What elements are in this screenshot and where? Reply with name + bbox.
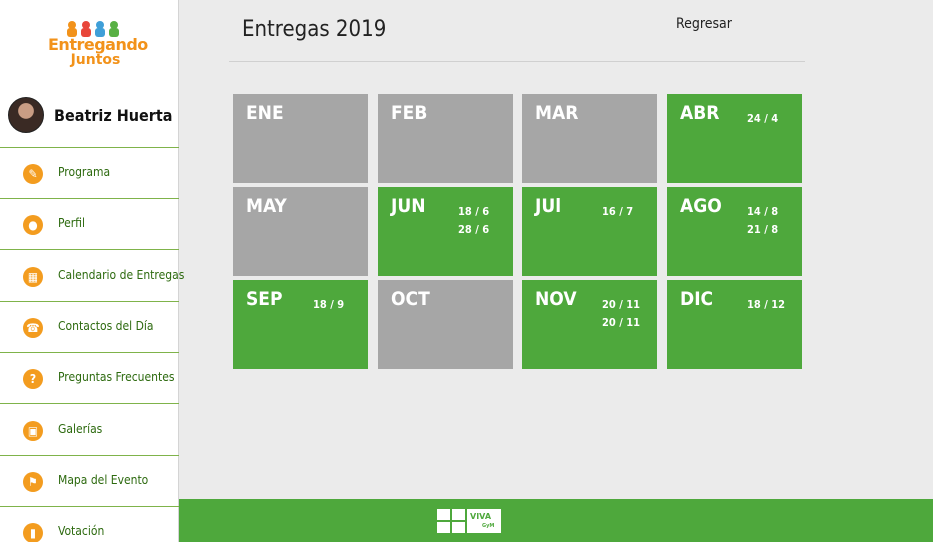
sidebar-item-contactos-del-dia[interactable]: ☎ Contactos del Día (0, 302, 179, 353)
image-icon: ▣ (23, 420, 43, 441)
month-tile-sep[interactable]: SEP 18 / 9 (233, 280, 368, 369)
delivery-date: 18 / 6 (458, 205, 490, 218)
calendar-icon: ▦ (23, 266, 43, 287)
user-icon: ● (23, 215, 43, 236)
month-name: ABR (680, 102, 720, 124)
sidebar-item-programa[interactable]: ✎ Programa (0, 148, 179, 199)
month-tile-abr[interactable]: ABR 24 / 4 (667, 94, 802, 183)
month-tile-jun[interactable]: JUN 18 / 6 28 / 6 (378, 187, 513, 276)
month-tile-oct: OCT (378, 280, 513, 369)
month-name: SEP (246, 288, 283, 310)
month-tile-mar: MAR (522, 94, 657, 183)
month-name: NOV (535, 288, 577, 310)
month-name: DIC (680, 288, 714, 310)
delivery-date: 14 / 8 (747, 205, 779, 218)
sidebar-item-label: Mapa del Evento (58, 472, 149, 487)
sidebar-item-label: Galerías (58, 421, 103, 436)
page-title: Entregas 2019 (242, 17, 387, 42)
month-name: MAR (535, 102, 579, 124)
map-icon: ⚑ (23, 471, 43, 492)
app-logo[interactable]: Entregando Juntos (48, 20, 148, 74)
month-name: AGO (680, 195, 722, 217)
edit-icon: ✎ (23, 164, 43, 184)
month-tile-jul[interactable]: JUl 16 / 7 (522, 187, 657, 276)
month-name: JUN (391, 195, 426, 217)
month-name: JUl (535, 195, 562, 217)
month-tile-dic[interactable]: DIC 18 / 12 (667, 280, 802, 369)
month-tile-ago[interactable]: AGO 14 / 8 21 / 8 (667, 187, 802, 276)
user-profile[interactable]: Beatriz Huerta (0, 92, 179, 148)
month-name: MAY (246, 195, 287, 217)
delivery-date: 21 / 8 (747, 223, 779, 236)
user-name: Beatriz Huerta (54, 106, 173, 125)
sidebar-item-label: Programa (58, 165, 111, 179)
sidebar-item-votacion[interactable]: ▮ Votación (0, 507, 179, 542)
sidebar-item-calendario-de-entregas[interactable]: ▦ Calendario de Entregas (0, 251, 184, 302)
delivery-date: 18 / 12 (747, 298, 786, 311)
avatar[interactable] (8, 97, 44, 133)
month-tile-feb: FEB (378, 94, 513, 183)
month-tile-may: MAY (233, 187, 368, 276)
header-divider (229, 61, 805, 62)
sidebar-item-label: Contactos del Día (58, 318, 154, 333)
delivery-date: 20 / 11 (602, 298, 641, 311)
sidebar-item-label: Votación (58, 524, 105, 539)
sidebar-item-label: Calendario de Entregas (58, 267, 185, 282)
question-icon: ? (23, 369, 43, 390)
logo-line1: Entregando (48, 35, 148, 54)
sidebar-item-label: Preguntas Frecuentes (58, 370, 175, 385)
sidebar-item-preguntas-frecuentes[interactable]: ? Preguntas Frecuentes (0, 353, 179, 405)
sidebar-item-galerias[interactable]: ▣ Galerías (0, 405, 179, 456)
footer-brand-line2: GyM (482, 523, 495, 529)
footer-logo: VIVA GyM (437, 509, 501, 533)
sidebar: Entregando Juntos Beatriz Huerta ✎ Progra… (0, 0, 184, 542)
back-link[interactable]: Regresar (676, 16, 732, 32)
delivery-date: 24 / 4 (747, 112, 779, 125)
footer: VIVA GyM (179, 499, 933, 542)
month-name: OCT (391, 288, 430, 310)
delivery-date: 28 / 6 (458, 223, 490, 236)
month-name: ENE (246, 102, 284, 124)
sidebar-item-mapa-del-evento[interactable]: ⚑ Mapa del Evento (0, 456, 179, 507)
month-name: FEB (391, 102, 428, 124)
delivery-date: 18 / 9 (313, 298, 345, 311)
gym-logo-icon (437, 509, 465, 533)
month-tile-ene: ENE (233, 94, 368, 183)
logo-line2: Juntos (70, 52, 121, 68)
sidebar-item-perfil[interactable]: ● Perfil (0, 199, 179, 251)
delivery-date: 16 / 7 (602, 205, 634, 218)
sidebar-item-label: Perfil (58, 216, 85, 231)
footer-brand: VIVA GyM (467, 509, 501, 533)
people-logo-icon (67, 21, 119, 37)
delivery-date: 20 / 11 (602, 316, 641, 329)
chart-icon: ▮ (23, 523, 43, 542)
footer-brand-line1: VIVA (470, 512, 492, 521)
contacts-icon: ☎ (23, 317, 43, 338)
month-tile-nov[interactable]: NOV 20 / 11 20 / 11 (522, 280, 657, 369)
